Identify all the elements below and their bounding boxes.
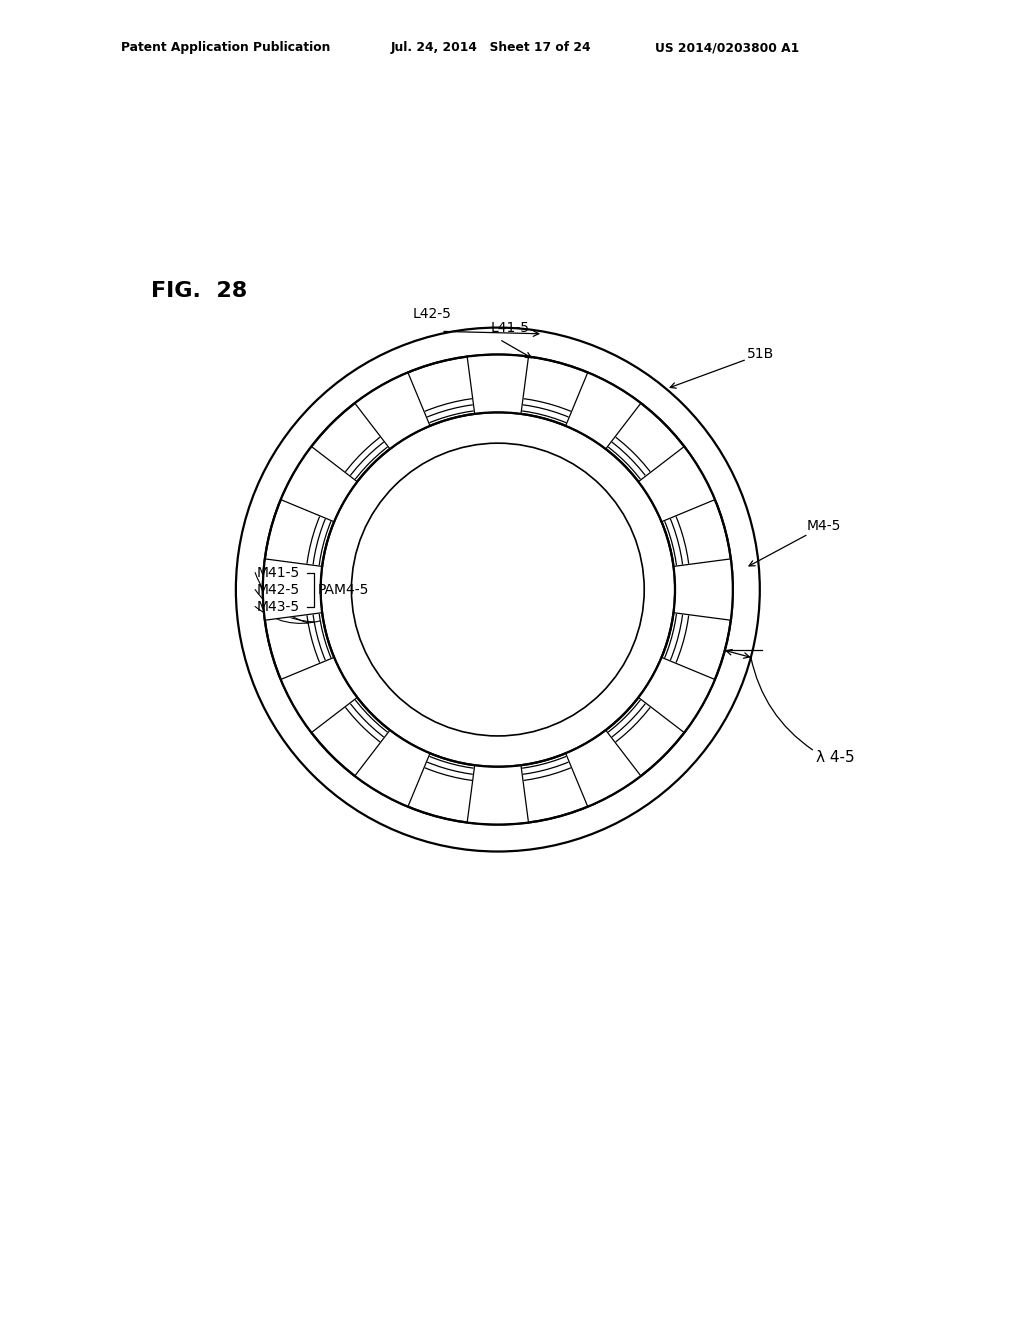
Text: US 2014/0203800 A1: US 2014/0203800 A1 [655, 41, 800, 54]
Polygon shape [467, 766, 528, 825]
Polygon shape [565, 730, 641, 807]
Polygon shape [281, 657, 357, 733]
Text: 51B: 51B [670, 347, 774, 388]
Text: L41-5: L41-5 [490, 321, 529, 334]
Polygon shape [638, 446, 715, 521]
Text: M4-5: M4-5 [749, 519, 842, 566]
Text: M43-5: M43-5 [257, 599, 300, 614]
Text: λ 4-5: λ 4-5 [816, 750, 855, 766]
Polygon shape [263, 558, 323, 620]
Polygon shape [467, 355, 528, 414]
Polygon shape [565, 372, 641, 449]
Text: M41-5: M41-5 [257, 565, 300, 579]
Polygon shape [354, 730, 430, 807]
Text: M42-5: M42-5 [257, 582, 300, 597]
Polygon shape [281, 446, 357, 521]
Text: Jul. 24, 2014   Sheet 17 of 24: Jul. 24, 2014 Sheet 17 of 24 [391, 41, 592, 54]
Polygon shape [638, 657, 715, 733]
Polygon shape [354, 372, 430, 449]
Text: PAM4-5: PAM4-5 [317, 582, 369, 597]
Text: L42-5: L42-5 [413, 308, 452, 322]
Text: FIG.  28: FIG. 28 [152, 281, 248, 301]
Polygon shape [674, 558, 733, 620]
Text: Patent Application Publication: Patent Application Publication [121, 41, 330, 54]
